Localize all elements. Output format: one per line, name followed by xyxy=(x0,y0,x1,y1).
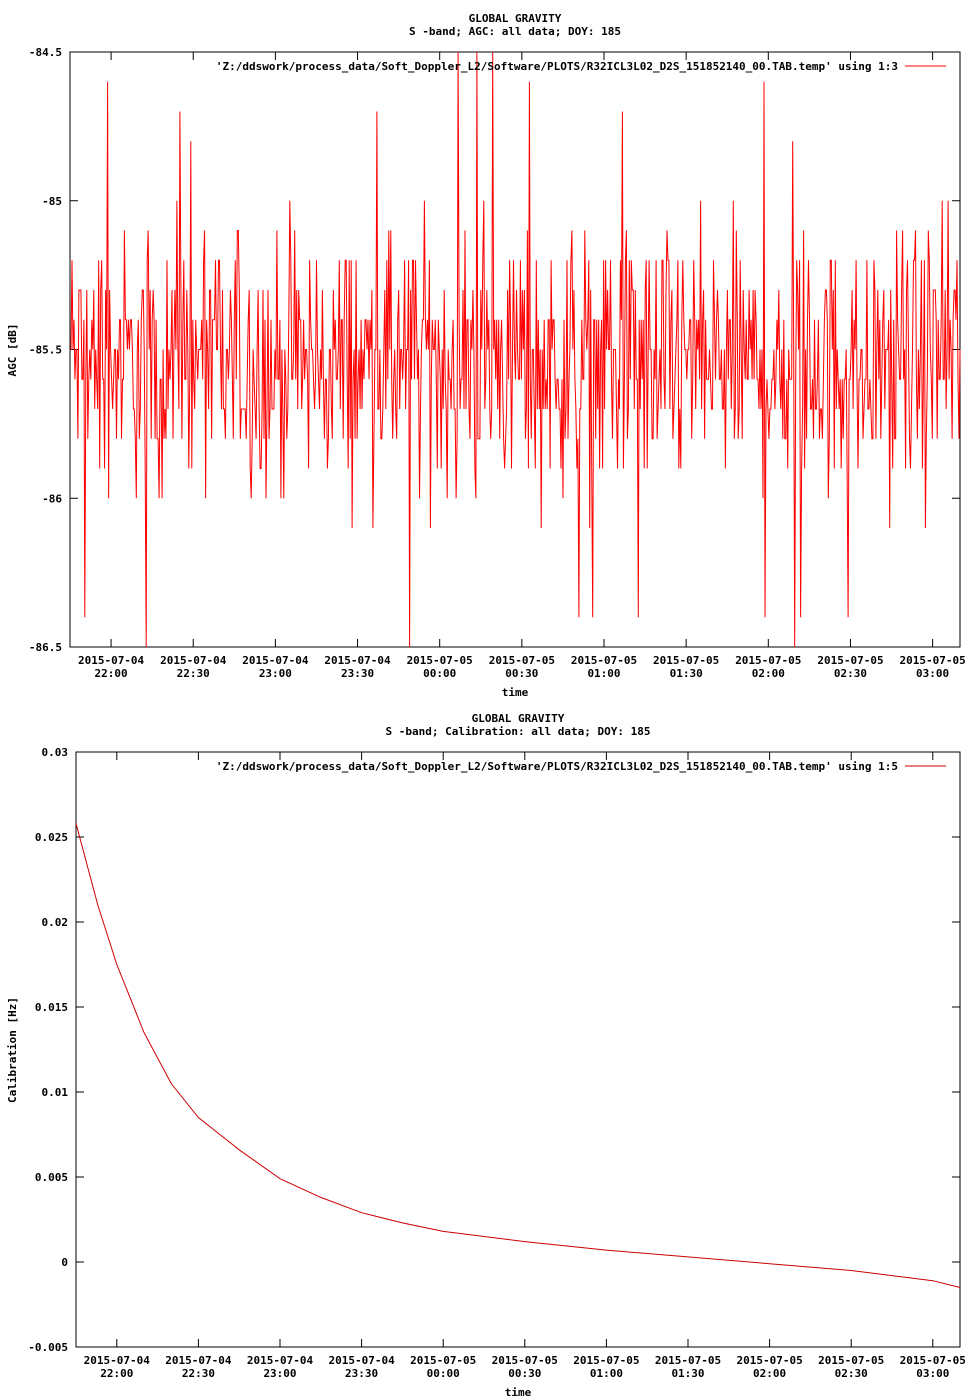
series-line xyxy=(75,823,961,1288)
x-tick-time: 23:00 xyxy=(263,1367,296,1380)
x-tick-date: 2015-07-05 xyxy=(571,654,637,667)
x-tick-time: 22:00 xyxy=(95,667,128,680)
y-tick-label: 0.005 xyxy=(35,1171,68,1184)
x-tick-time: 01:00 xyxy=(590,1367,623,1380)
x-tick-date: 2015-07-04 xyxy=(160,654,227,667)
y-tick-label: -86 xyxy=(42,492,62,505)
x-tick-date: 2015-07-05 xyxy=(899,654,965,667)
x-tick-time: 01:30 xyxy=(671,1367,704,1380)
plot-frame xyxy=(75,751,961,1348)
x-tick-time: 02:00 xyxy=(753,1367,786,1380)
y-tick-label: -84.5 xyxy=(29,46,62,59)
y-tick-label: 0.015 xyxy=(35,1001,68,1014)
x-tick-date: 2015-07-05 xyxy=(736,1354,802,1367)
chart-title: GLOBAL GRAVITY xyxy=(472,712,565,725)
x-tick-date: 2015-07-04 xyxy=(242,654,309,667)
x-tick-time: 00:30 xyxy=(508,1367,541,1380)
chart-subtitle: S -band; Calibration: all data; DOY: 185 xyxy=(386,725,651,738)
y-tick-label: 0.025 xyxy=(35,831,68,844)
x-tick-time: 01:30 xyxy=(670,667,703,680)
y-tick-label: 0.01 xyxy=(42,1086,69,1099)
x-axis-label: time xyxy=(505,1386,532,1399)
chart-title: GLOBAL GRAVITY xyxy=(469,12,562,25)
x-tick-date: 2015-07-05 xyxy=(489,654,555,667)
x-tick-date: 2015-07-05 xyxy=(407,654,473,667)
x-tick-time: 03:00 xyxy=(916,667,949,680)
x-tick-time: 23:30 xyxy=(341,667,374,680)
series-line xyxy=(70,51,961,648)
x-tick-date: 2015-07-05 xyxy=(410,1354,476,1367)
x-tick-time: 02:30 xyxy=(835,1367,868,1380)
y-tick-label: 0.02 xyxy=(42,916,69,929)
y-tick-label: -85 xyxy=(42,195,62,208)
x-tick-time: 23:00 xyxy=(259,667,292,680)
x-tick-time: 22:30 xyxy=(177,667,210,680)
x-tick-date: 2015-07-04 xyxy=(165,1354,232,1367)
x-tick-date: 2015-07-05 xyxy=(817,654,883,667)
x-tick-time: 22:00 xyxy=(100,1367,133,1380)
chart-subtitle: S -band; AGC: all data; DOY: 185 xyxy=(409,25,621,38)
y-tick-label: -86.5 xyxy=(29,641,62,654)
x-tick-date: 2015-07-05 xyxy=(900,1354,966,1367)
x-tick-time: 03:00 xyxy=(916,1367,949,1380)
x-tick-time: 22:30 xyxy=(182,1367,215,1380)
x-tick-time: 00:00 xyxy=(427,1367,460,1380)
x-tick-date: 2015-07-04 xyxy=(84,1354,151,1367)
x-tick-date: 2015-07-04 xyxy=(247,1354,314,1367)
x-tick-date: 2015-07-05 xyxy=(492,1354,558,1367)
x-tick-date: 2015-07-05 xyxy=(573,1354,639,1367)
x-axis-label: time xyxy=(502,686,529,699)
y-axis-label: AGC [dB] xyxy=(6,324,19,377)
x-tick-time: 00:30 xyxy=(505,667,538,680)
y-axis-label: Calibration [Hz] xyxy=(6,997,19,1103)
x-tick-date: 2015-07-05 xyxy=(653,654,719,667)
y-tick-label: -85.5 xyxy=(29,344,62,357)
x-tick-date: 2015-07-05 xyxy=(818,1354,884,1367)
y-tick-label: -0.005 xyxy=(28,1341,68,1354)
y-tick-label: 0.03 xyxy=(42,746,69,759)
x-tick-time: 00:00 xyxy=(423,667,456,680)
x-tick-time: 01:00 xyxy=(587,667,620,680)
legend-label: 'Z:/ddswork/process_data/Soft_Doppler_L2… xyxy=(216,60,898,73)
x-tick-date: 2015-07-04 xyxy=(324,654,391,667)
x-tick-time: 02:00 xyxy=(752,667,785,680)
x-tick-date: 2015-07-05 xyxy=(735,654,801,667)
x-tick-time: 23:30 xyxy=(345,1367,378,1380)
x-tick-date: 2015-07-04 xyxy=(78,654,145,667)
x-tick-time: 02:30 xyxy=(834,667,867,680)
y-tick-label: 0 xyxy=(61,1256,68,1269)
legend-label: 'Z:/ddswork/process_data/Soft_Doppler_L2… xyxy=(216,760,898,773)
x-tick-date: 2015-07-05 xyxy=(655,1354,721,1367)
x-tick-date: 2015-07-04 xyxy=(328,1354,395,1367)
